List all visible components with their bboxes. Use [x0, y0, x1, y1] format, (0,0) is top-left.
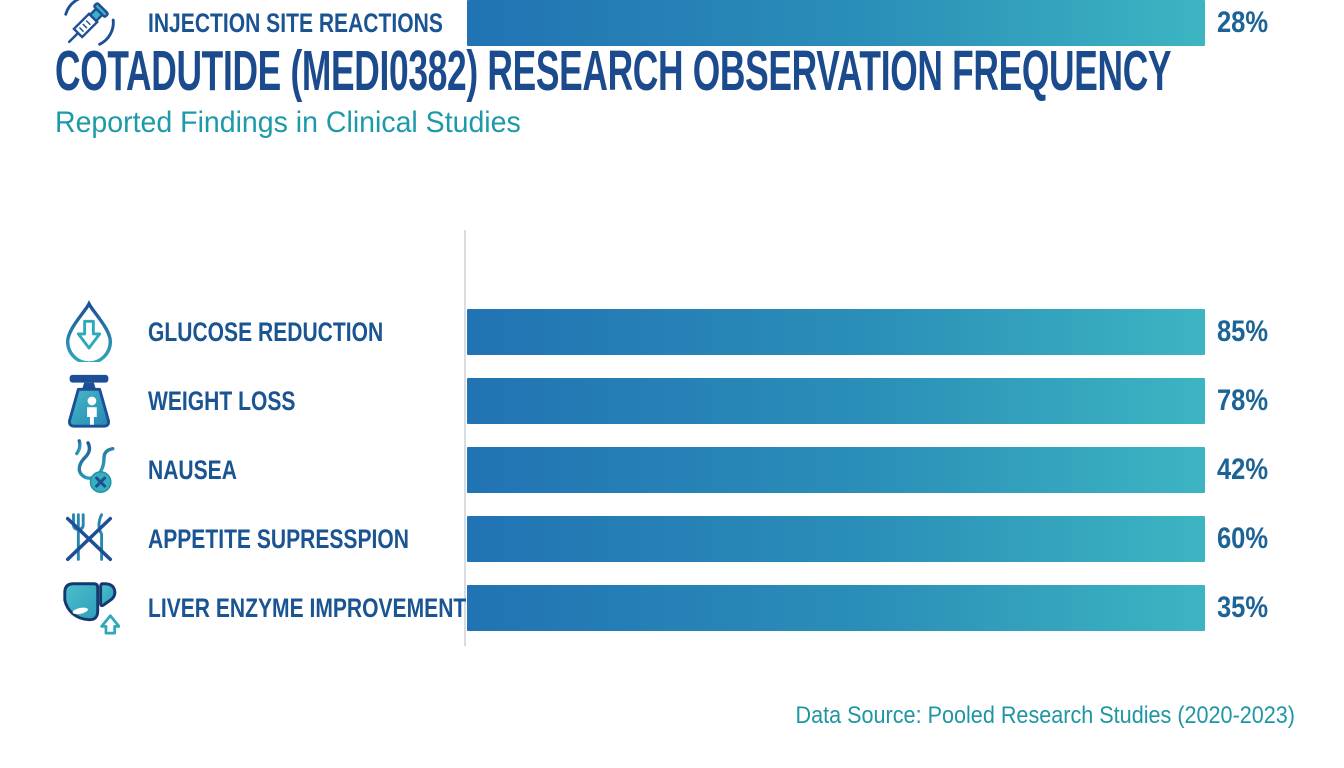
- liver-up-arrow-icon: [58, 576, 120, 638]
- weight-scale-icon: [58, 369, 120, 431]
- chart-axis-line: [464, 230, 466, 646]
- chart-row-injection-site-reactions: INJECTION SITE REACTIONS 28%: [0, 0, 1344, 46]
- bar: [467, 309, 1205, 355]
- droplet-down-arrow-icon: [58, 300, 120, 362]
- bar-value: 28%: [1217, 6, 1269, 39]
- bar: [467, 585, 1205, 631]
- chart-row-weight-loss: WEIGHT LOSS 78%: [0, 374, 1344, 428]
- bar-value: 85%: [1217, 315, 1269, 348]
- row-label: LIVER ENZYME IMPROVEMENT: [148, 593, 467, 623]
- row-label: GLUCOSE REDUCTION: [148, 317, 384, 347]
- chart-row-liver-enzyme-improvement: LIVER ENZYME IMPROVEMENT 35%: [0, 582, 1344, 635]
- bar-value: 78%: [1217, 384, 1269, 417]
- bar-value: 60%: [1217, 522, 1269, 555]
- chart-row-appetite-suppression: APPETITE SUPRESSPION 60%: [0, 513, 1344, 562]
- stomach-nausea-icon: [58, 438, 120, 500]
- bar: [467, 516, 1205, 562]
- syringe-icon: [58, 0, 120, 53]
- row-label: APPETITE SUPRESSPION: [148, 524, 409, 554]
- data-source-note: Data Source: Pooled Research Studies (20…: [795, 702, 1296, 729]
- row-label: WEIGHT LOSS: [148, 386, 296, 416]
- bar: [467, 447, 1205, 493]
- bar: [467, 0, 1205, 46]
- bar: [467, 378, 1205, 424]
- page-title: COTADUTIDE (MEDI0382) RESEARCH OBSERVATI…: [55, 39, 1172, 103]
- row-label: INJECTION SITE REACTIONS: [148, 8, 443, 38]
- chart-row-glucose-reduction: GLUCOSE REDUCTION 85%: [0, 300, 1344, 362]
- page-subtitle: Reported Findings in Clinical Studies: [55, 106, 521, 139]
- crossed-cutlery-icon: [58, 507, 120, 569]
- chart-row-nausea: NAUSEA 42%: [0, 439, 1344, 493]
- bar-value: 35%: [1217, 591, 1269, 624]
- row-label: NAUSEA: [148, 455, 237, 485]
- bar-value: 42%: [1217, 453, 1269, 486]
